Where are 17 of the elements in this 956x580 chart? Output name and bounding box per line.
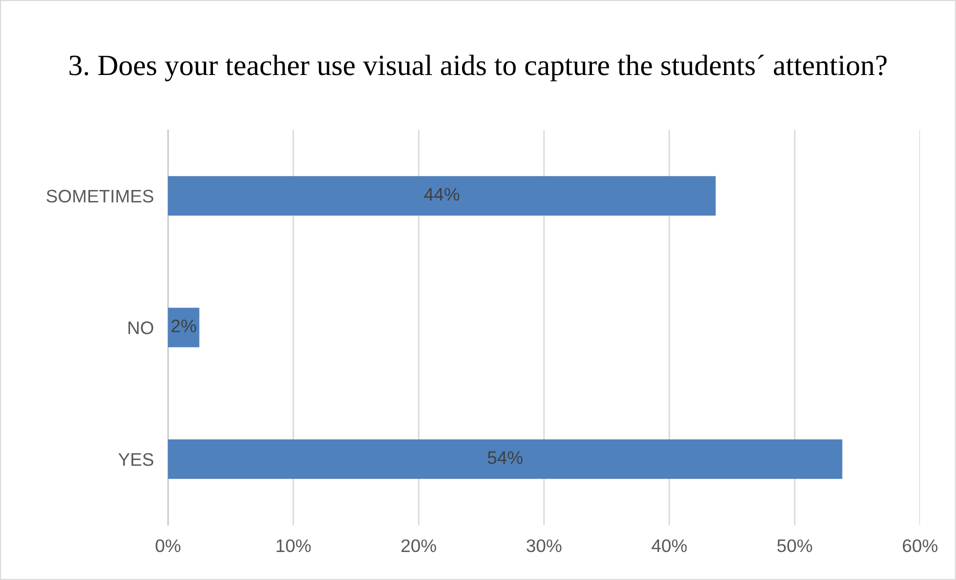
y-tick-label: SOMETIMES: [46, 190, 154, 203]
data-label: 44%: [424, 188, 460, 201]
y-tick-label: YES: [118, 453, 154, 466]
x-tick-label: 0%: [156, 539, 180, 552]
bar: [168, 439, 842, 479]
bar: [168, 308, 200, 348]
x-tick-label: 10%: [276, 539, 311, 552]
y-tick-label: NO: [128, 321, 154, 334]
x-tick-label: 20%: [402, 539, 436, 552]
x-tick-label: 60%: [902, 539, 938, 552]
data-label: 2%: [172, 320, 196, 332]
bar: [168, 176, 716, 216]
data-label: 54%: [488, 451, 523, 464]
x-tick-label: 40%: [652, 539, 687, 552]
chart-title: 3. Does your teacher use visual aids to capture the students´ attention?: [70, 54, 887, 82]
x-tick-label: 30%: [526, 539, 562, 552]
x-tick-label: 50%: [777, 539, 812, 552]
